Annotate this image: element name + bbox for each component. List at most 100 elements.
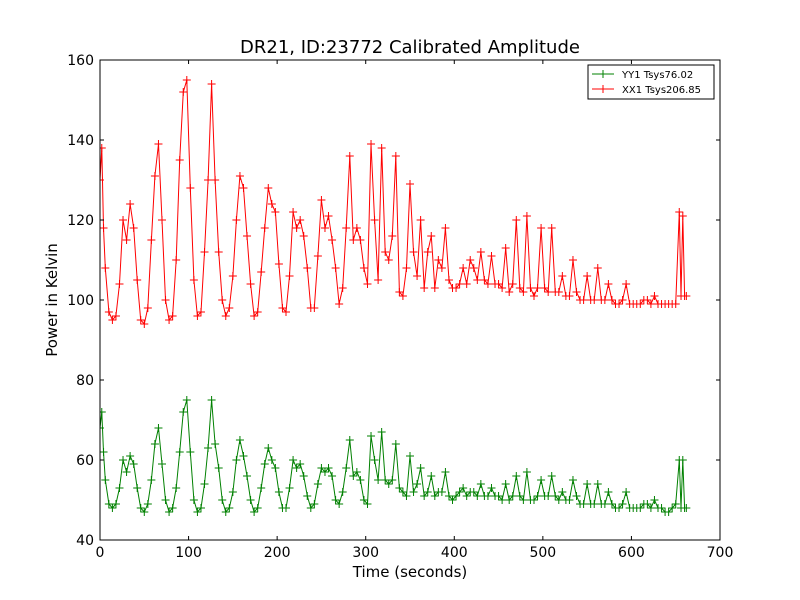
data-point bbox=[239, 184, 248, 192]
data-point bbox=[193, 312, 202, 320]
data-point bbox=[547, 472, 556, 480]
chart-title: DR21, ID:23772 Calibrated Amplitude bbox=[240, 37, 580, 58]
data-point bbox=[671, 300, 680, 308]
data-point bbox=[374, 276, 383, 284]
legend-label: YY1 Tsys76.02 bbox=[621, 70, 693, 81]
data-point bbox=[150, 440, 159, 448]
y-tick-label: 80 bbox=[76, 373, 94, 389]
data-point bbox=[483, 492, 492, 500]
data-point bbox=[285, 272, 294, 280]
data-point bbox=[104, 308, 113, 316]
data-point bbox=[239, 452, 248, 460]
data-point bbox=[501, 244, 510, 252]
data-point bbox=[260, 460, 269, 468]
data-point bbox=[150, 172, 159, 180]
data-point bbox=[349, 236, 358, 244]
data-point bbox=[126, 200, 135, 208]
data-point bbox=[519, 496, 528, 504]
data-point bbox=[381, 476, 390, 484]
data-point bbox=[398, 292, 407, 300]
data-point bbox=[508, 492, 517, 500]
data-point bbox=[179, 88, 188, 96]
legend-label: XX1 Tsys206.85 bbox=[622, 85, 701, 96]
data-point bbox=[388, 232, 397, 240]
data-point bbox=[416, 464, 425, 472]
data-point bbox=[204, 444, 213, 452]
data-point bbox=[111, 500, 120, 508]
data-point bbox=[296, 216, 305, 224]
data-point bbox=[196, 504, 205, 512]
x-tick-label: 0 bbox=[96, 545, 105, 561]
data-point bbox=[441, 224, 450, 232]
data-point bbox=[324, 212, 333, 220]
x-tick-label: 200 bbox=[264, 545, 291, 561]
data-point bbox=[267, 200, 276, 208]
data-point bbox=[441, 468, 450, 476]
data-point bbox=[225, 304, 234, 312]
data-point bbox=[437, 264, 446, 272]
data-point bbox=[420, 492, 429, 500]
data-point bbox=[487, 484, 496, 492]
data-point bbox=[175, 156, 184, 164]
data-point bbox=[423, 248, 432, 256]
data-point bbox=[126, 452, 135, 460]
data-point bbox=[544, 288, 553, 296]
data-point bbox=[100, 144, 106, 152]
data-point bbox=[423, 488, 432, 496]
data-point bbox=[643, 296, 652, 304]
data-point bbox=[646, 504, 655, 512]
data-point bbox=[604, 280, 613, 288]
data-point bbox=[104, 500, 113, 508]
data-point bbox=[593, 264, 602, 272]
data-point bbox=[235, 436, 244, 444]
data-point bbox=[267, 456, 276, 464]
data-point bbox=[320, 468, 329, 476]
data-point bbox=[565, 292, 574, 300]
data-point bbox=[133, 276, 142, 284]
data-point bbox=[505, 288, 514, 296]
data-point bbox=[615, 300, 624, 308]
data-point bbox=[296, 460, 305, 468]
data-point bbox=[643, 500, 652, 508]
data-point bbox=[196, 308, 205, 316]
data-point bbox=[342, 464, 351, 472]
data-point bbox=[182, 396, 191, 404]
data-point bbox=[391, 152, 400, 160]
data-point bbox=[406, 452, 414, 460]
data-point bbox=[395, 484, 404, 492]
data-point bbox=[675, 208, 684, 216]
data-point bbox=[452, 492, 461, 500]
data-point bbox=[250, 508, 259, 516]
data-point bbox=[409, 488, 418, 496]
data-point bbox=[299, 472, 308, 480]
data-point bbox=[108, 316, 117, 324]
data-point bbox=[565, 496, 574, 504]
series-line bbox=[100, 79, 687, 326]
data-point bbox=[459, 264, 468, 272]
data-point bbox=[140, 320, 149, 328]
data-point bbox=[554, 288, 563, 296]
data-point bbox=[179, 408, 188, 416]
data-point bbox=[420, 284, 429, 292]
data-point bbox=[115, 484, 124, 492]
data-point bbox=[657, 504, 666, 512]
data-point bbox=[243, 472, 252, 480]
data-point bbox=[455, 488, 464, 496]
data-point bbox=[579, 500, 588, 508]
data-point bbox=[168, 312, 177, 320]
data-point bbox=[292, 224, 301, 232]
data-point bbox=[221, 508, 230, 516]
data-point bbox=[618, 500, 627, 508]
data-point bbox=[100, 424, 104, 432]
data-point bbox=[590, 500, 599, 508]
data-point bbox=[182, 76, 191, 84]
data-point bbox=[579, 296, 588, 304]
data-point bbox=[232, 216, 241, 224]
data-point bbox=[257, 484, 266, 492]
data-point bbox=[413, 480, 422, 488]
data-point bbox=[193, 508, 202, 516]
data-point bbox=[537, 476, 546, 484]
data-point bbox=[469, 264, 478, 272]
